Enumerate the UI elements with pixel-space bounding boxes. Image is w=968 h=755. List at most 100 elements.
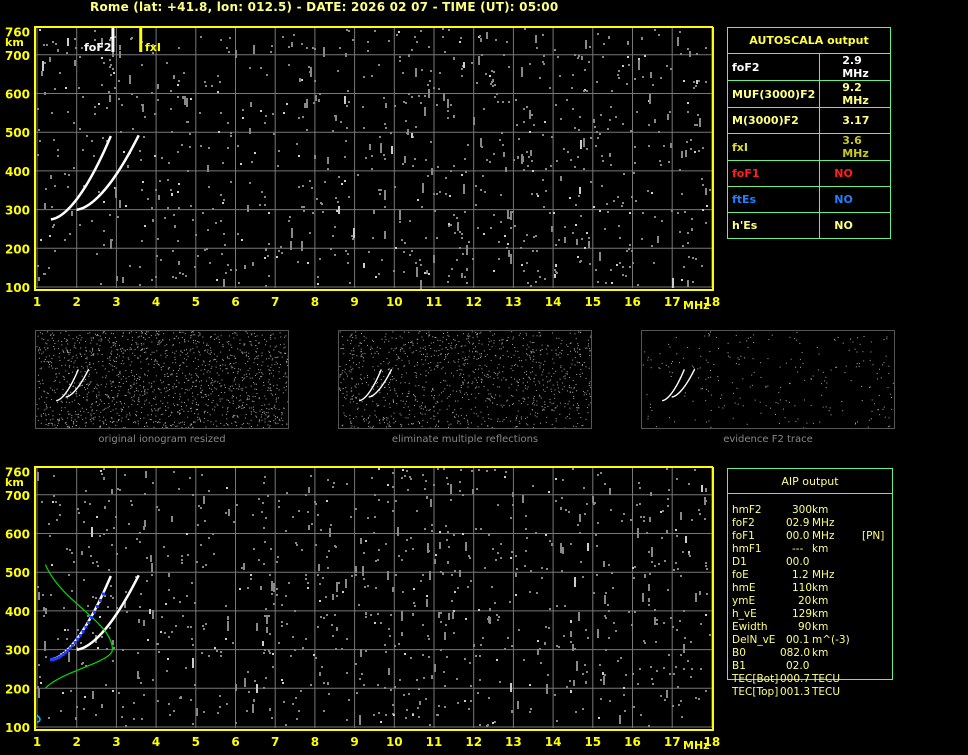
aip-unit: m^(-3) — [812, 634, 850, 646]
thumb-noise — [487, 374, 489, 376]
thumb-noise — [92, 349, 94, 351]
noise-echo — [48, 717, 50, 719]
thumb-noise — [273, 406, 275, 408]
autoscala-output-table: AUTOSCALA output foF2 2.9 MHz MUF(3000)F2 9… — [726, 27, 891, 239]
thumb-noise — [528, 346, 530, 348]
thumb-noise — [72, 420, 74, 422]
thumb-noise — [586, 347, 588, 349]
thumb-noise — [231, 397, 233, 399]
thumb-noise — [186, 389, 188, 391]
thumb-noise — [159, 421, 161, 423]
noise-echo — [694, 124, 696, 126]
noise-echo — [338, 206, 340, 214]
noise-echo — [586, 671, 588, 673]
thumb-noise — [163, 362, 165, 364]
thumb-noise — [357, 383, 359, 385]
thumb-noise — [286, 362, 288, 364]
thumb-noise — [278, 408, 280, 410]
noise-echo — [475, 655, 477, 657]
noise-echo — [161, 616, 163, 618]
noise-echo — [109, 95, 111, 102]
noise-echo — [694, 151, 696, 153]
thumb-noise — [118, 419, 120, 421]
noise-echo — [326, 556, 328, 558]
thumb-noise — [489, 331, 491, 333]
thumb-noise — [399, 413, 401, 415]
thumb-noise — [241, 389, 243, 391]
thumb-noise — [197, 416, 199, 418]
thumb-noise — [579, 355, 581, 357]
thumb-noise — [131, 339, 133, 341]
noise-echo — [604, 483, 606, 485]
thumb-noise — [364, 409, 366, 411]
thumb-noise — [174, 356, 176, 358]
thumb-noise — [344, 414, 346, 416]
thumb-noise — [457, 420, 459, 422]
thumb-noise — [188, 426, 190, 428]
noise-echo — [486, 159, 488, 161]
thumb-noise — [430, 390, 432, 392]
noise-echo — [281, 621, 283, 623]
noise-echo — [617, 660, 619, 662]
thumb-noise — [133, 394, 135, 396]
thumb-noise — [142, 395, 144, 397]
thumb-noise — [127, 418, 129, 420]
thumb-noise — [512, 336, 514, 338]
thumb-noise — [466, 419, 468, 421]
noise-echo — [638, 482, 640, 484]
thumb-noise — [91, 347, 93, 349]
thumb-noise — [222, 406, 224, 408]
noise-echo — [574, 166, 576, 168]
noise-echo — [518, 629, 520, 631]
noise-echo — [575, 224, 577, 226]
thumb-noise — [241, 351, 243, 353]
thumb-noise — [164, 422, 166, 424]
thumb-noise — [525, 334, 527, 336]
thumb-noise — [176, 372, 178, 374]
thumb-noise — [226, 356, 228, 358]
noise-echo — [67, 629, 69, 631]
noise-echo — [510, 254, 512, 264]
aip-row: foF1 00.0 MHz [PN] — [732, 530, 892, 543]
thumb-noise — [519, 332, 521, 334]
noise-echo — [401, 559, 403, 561]
noise-echo — [86, 135, 88, 137]
thumb-noise — [204, 417, 206, 419]
noise-echo — [453, 632, 455, 634]
thumb-noise — [265, 358, 267, 360]
thumb-noise — [150, 354, 152, 356]
noise-echo — [66, 52, 68, 54]
noise-echo — [207, 229, 209, 231]
noise-echo — [172, 276, 174, 278]
noise-echo — [384, 123, 386, 125]
noise-echo — [696, 53, 698, 55]
thumb-noise — [525, 374, 527, 376]
noise-echo — [314, 48, 316, 50]
thumb-noise — [266, 408, 268, 410]
thumb-noise — [187, 416, 189, 418]
noise-echo — [601, 155, 603, 157]
thumb-noise — [479, 332, 481, 334]
thumb-noise — [108, 341, 110, 343]
thumb-noise — [869, 386, 871, 388]
thumb-noise — [209, 387, 211, 389]
thumb-noise — [499, 421, 501, 423]
thumb-noise — [64, 364, 66, 366]
noise-echo — [118, 692, 120, 694]
thumb-noise — [200, 392, 202, 394]
thumb-noise — [569, 342, 571, 344]
thumb-noise — [342, 370, 344, 372]
thumb-noise — [177, 411, 179, 413]
noise-echo — [495, 559, 497, 561]
trace-point — [57, 655, 61, 659]
thumb-noise — [246, 422, 248, 424]
thumb-noise — [462, 351, 464, 353]
noise-echo — [378, 549, 380, 551]
noise-echo — [227, 264, 229, 266]
noise-echo — [678, 704, 680, 706]
thumb-noise — [148, 363, 150, 365]
thumb-noise — [540, 354, 542, 356]
thumb-noise — [414, 365, 416, 367]
thumb-noise — [267, 424, 269, 426]
noise-echo — [611, 90, 613, 92]
